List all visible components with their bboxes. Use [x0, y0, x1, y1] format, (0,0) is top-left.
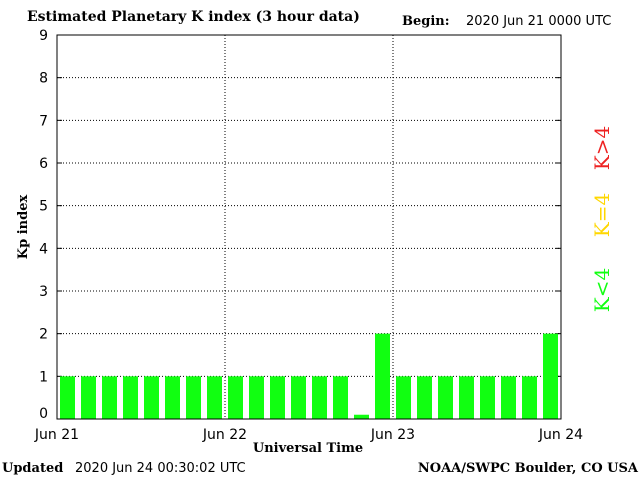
kp-bar	[501, 376, 516, 419]
x-tick-labels: Jun 21 Jun 22 Jun 23 Jun 24	[34, 427, 583, 443]
kp-bar	[102, 376, 117, 419]
kp-bar	[123, 376, 138, 419]
updated-value: 2020 Jun 24 00:30:02 UTC	[75, 461, 246, 476]
legend-k-below-4: K<4	[590, 268, 614, 312]
kp-bar	[165, 376, 180, 419]
kp-bar	[270, 376, 285, 419]
kp-bar	[228, 376, 243, 419]
kp-bar	[186, 376, 201, 419]
begin-label: Begin:	[402, 14, 450, 29]
y-tick-label: 7	[39, 113, 48, 129]
y-tick-label: 6	[39, 156, 48, 172]
y-tick-label: 3	[39, 284, 48, 300]
y-tick-label: 8	[39, 71, 48, 87]
legend: K<4 K=4 K>4	[590, 126, 614, 312]
kp-bar	[354, 414, 369, 419]
kp-bar	[522, 376, 537, 419]
kp-bar	[312, 376, 327, 419]
kp-bar	[333, 376, 348, 419]
x-tick-label: Jun 21	[34, 427, 79, 443]
grid-layer	[57, 34, 561, 420]
x-tick-label: Jun 22	[202, 427, 247, 443]
kp-bar	[480, 376, 495, 419]
x-axis-title: Universal Time	[253, 441, 363, 456]
kp-bar	[396, 376, 411, 419]
y-axis-title: Kp index	[16, 195, 31, 260]
kp-bar	[543, 333, 558, 419]
kp-bar	[459, 376, 474, 419]
bar-layer	[60, 333, 558, 419]
kp-bar	[417, 376, 432, 419]
kp-bar	[438, 376, 453, 419]
y-tick-label: 1	[39, 369, 48, 385]
legend-k-equal-4: K=4	[590, 193, 614, 237]
y-tick-label: 4	[39, 241, 48, 257]
y-tick-label: 0	[39, 406, 48, 422]
kp-bar	[375, 333, 390, 419]
kp-bar	[249, 376, 264, 419]
x-tick-label: Jun 24	[538, 427, 583, 443]
kp-bar	[81, 376, 96, 419]
y-tick-label: 2	[39, 327, 48, 343]
legend-k-above-4: K>4	[590, 126, 614, 170]
updated-label: Updated	[2, 461, 64, 476]
chart-title: Estimated Planetary K index (3 hour data…	[27, 9, 360, 25]
kp-bar	[60, 376, 75, 419]
footer-credit: NOAA/SWPC Boulder, CO USA	[417, 461, 638, 476]
plot-frame	[56, 34, 562, 420]
y-tick-label: 9	[39, 28, 48, 44]
y-tick-label: 5	[39, 199, 48, 215]
kp-bar	[291, 376, 306, 419]
kp-bar	[207, 376, 222, 419]
y-tick-labels: 0 1 2 3 4 5 6 7 8 9	[39, 28, 48, 422]
kp-bar	[144, 376, 159, 419]
begin-date: 2020 Jun 21 0000 UTC	[466, 14, 612, 29]
x-tick-label: Jun 23	[370, 427, 415, 443]
